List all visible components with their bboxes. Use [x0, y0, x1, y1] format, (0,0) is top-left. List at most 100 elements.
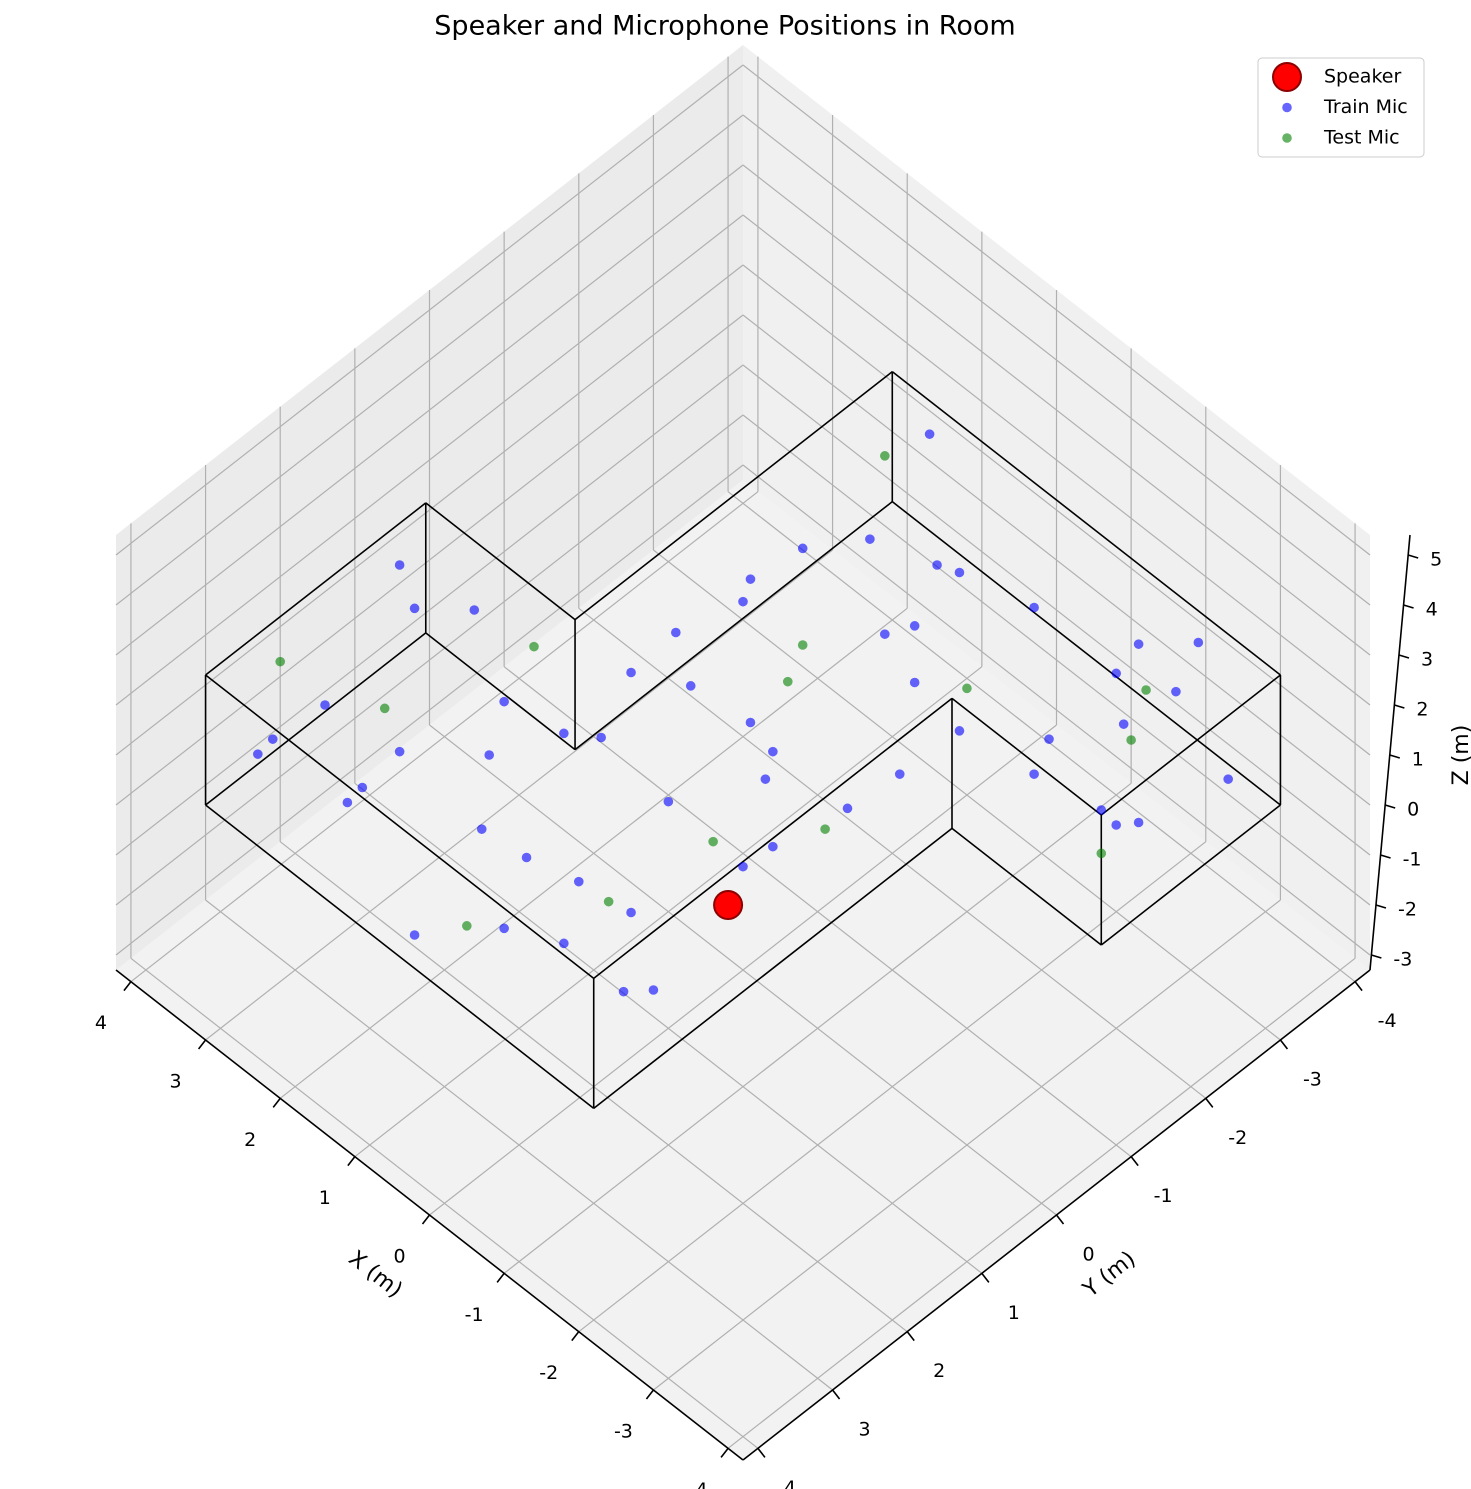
legend-label: Test Mic [1323, 127, 1400, 149]
mic-point [1133, 817, 1144, 828]
x-tick-label: -3 [614, 1421, 633, 1443]
grid-line [742, 64, 1371, 556]
mic-point [409, 930, 420, 940]
grid-line [115, 114, 744, 606]
x-tick [123, 981, 132, 992]
grid-line [429, 724, 1057, 1216]
grid-line [115, 314, 744, 806]
room-edge-top [574, 371, 893, 621]
y-tick [831, 1389, 841, 1400]
grid-line [742, 114, 1371, 606]
mic-point [768, 841, 778, 852]
legend-marker [1282, 102, 1292, 113]
room-edge-top [1100, 674, 1281, 816]
mic-point [1171, 686, 1181, 697]
mic-point [880, 629, 890, 639]
grid-line [742, 264, 1371, 756]
grid-line [115, 464, 744, 956]
mic-point [1029, 769, 1039, 779]
mic-point [909, 621, 920, 631]
z-tick-label: 1 [1412, 749, 1424, 771]
z-tick-label: 2 [1416, 699, 1428, 721]
mic-point [484, 750, 495, 760]
mic-point [462, 921, 472, 931]
grid-line [742, 364, 1371, 856]
z-tick-label: -3 [1393, 949, 1412, 971]
room-edge-bottom [891, 501, 1281, 806]
mic-point [618, 986, 629, 997]
mic-point [499, 923, 509, 934]
y-tick-label: 0 [1082, 1244, 1094, 1266]
mic-point [1223, 774, 1233, 784]
mic-point [253, 749, 263, 759]
x-tick [197, 1039, 207, 1050]
room-edge-bottom [205, 632, 427, 806]
mic-point [745, 717, 756, 728]
z-tick [1394, 704, 1405, 709]
x-tick [720, 1447, 729, 1458]
y-tick [981, 1272, 990, 1283]
y-tick-label: 4 [784, 1477, 796, 1489]
x-tick-label: 2 [244, 1129, 256, 1151]
mic-point [738, 861, 748, 872]
z-tick [1380, 854, 1391, 859]
x-tick-label: -1 [465, 1304, 484, 1326]
legend-marker [1272, 62, 1302, 92]
mic-point [760, 774, 771, 784]
z-tick-label: 0 [1407, 799, 1419, 821]
mic-point [880, 451, 890, 461]
grid-line [130, 957, 759, 1449]
mic-point [797, 640, 808, 650]
mic-point [894, 769, 905, 779]
grid-line [742, 464, 1371, 956]
x-tick-label: 0 [393, 1246, 405, 1268]
mic-point [648, 985, 659, 995]
mic-point [1133, 639, 1144, 649]
mic-point [768, 746, 778, 757]
mic-point [342, 797, 353, 808]
room-edge-top [891, 371, 1281, 676]
z-tick [1389, 754, 1401, 759]
mic-point [603, 896, 614, 907]
mic-point [394, 560, 405, 570]
mic-point [820, 824, 830, 834]
mic-point [932, 560, 942, 570]
mic-point [685, 681, 696, 691]
x-tick [496, 1272, 505, 1283]
mic-point [1096, 805, 1107, 815]
mic-point [559, 728, 569, 739]
grid-line [115, 164, 744, 656]
mic-point [573, 876, 584, 887]
grid-line [742, 164, 1371, 656]
grid-line [205, 899, 833, 1391]
mic-point [267, 734, 278, 744]
room-edge-bottom [1100, 804, 1281, 946]
mic-point [924, 429, 935, 439]
y-tick [1130, 1156, 1139, 1167]
room-edge-top [205, 502, 427, 676]
z-tick [1403, 604, 1414, 609]
mic-point [865, 534, 875, 544]
y-tick [906, 1331, 915, 1342]
legend-marker [1282, 133, 1292, 143]
mic-point [394, 746, 405, 757]
grid-line [115, 364, 744, 856]
mic-point [320, 700, 330, 710]
mic-point [499, 696, 509, 707]
mic-point [559, 938, 569, 949]
room-edge-top [205, 674, 595, 979]
mic-point [626, 907, 636, 918]
y-tick [757, 1447, 766, 1458]
mic-point [529, 641, 539, 652]
mic-point [797, 543, 808, 554]
room-edge-bottom [593, 827, 953, 1109]
z-tick [1398, 654, 1410, 659]
mic-point [1111, 668, 1122, 679]
mic-point [782, 676, 793, 687]
z-tick-label: -2 [1398, 899, 1417, 921]
grid-line [115, 414, 744, 906]
mic-point [1126, 735, 1136, 745]
x-tick-label: -4 [689, 1479, 708, 1489]
x-tick-label: 1 [319, 1187, 331, 1209]
